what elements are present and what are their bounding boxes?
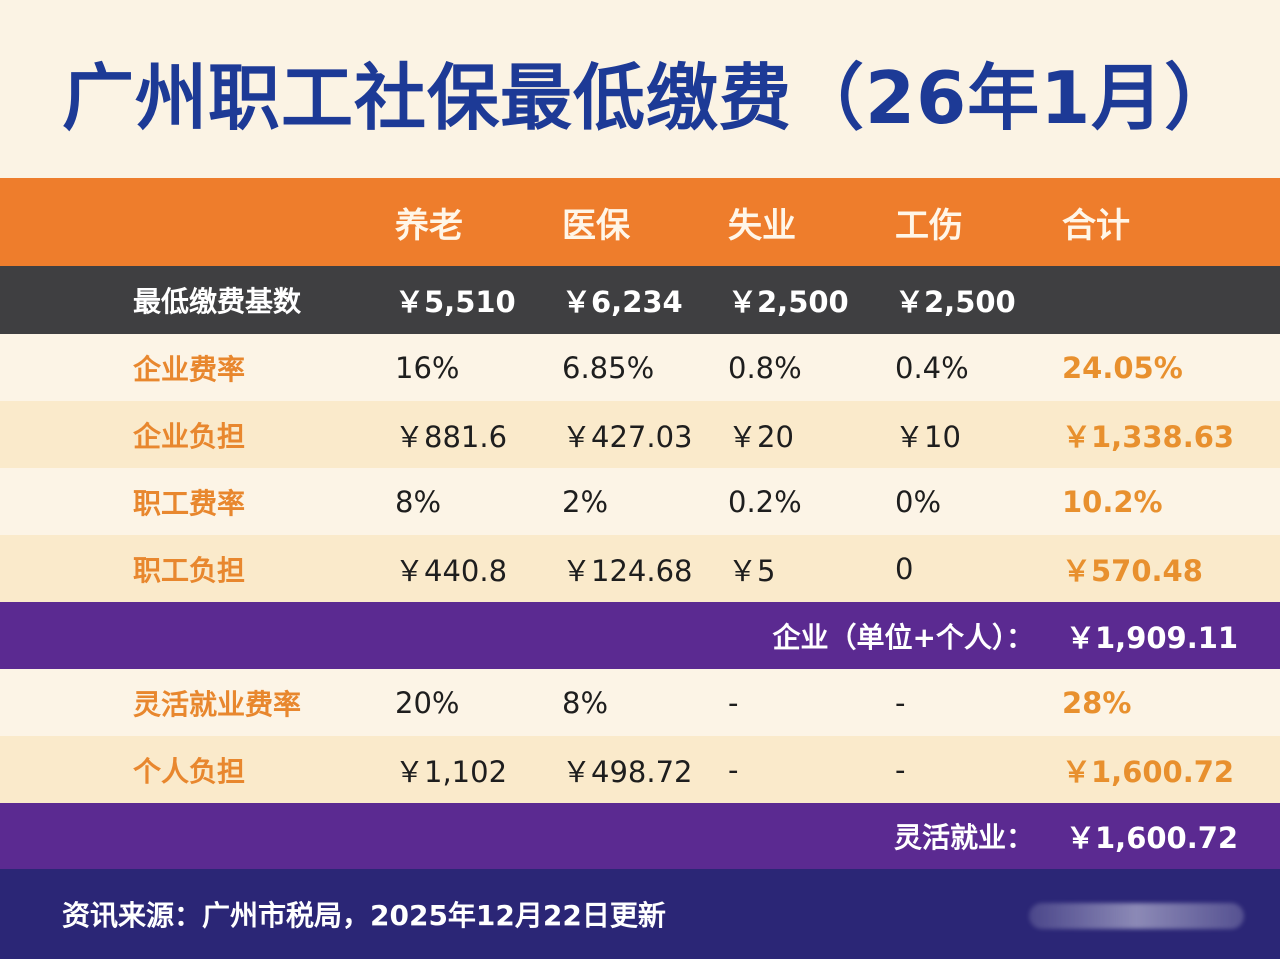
cell-unemployment: - (728, 752, 739, 787)
table-row: 企业费率 16% 6.85% 0.8% 0.4% 24.05% (0, 334, 1280, 401)
cell-pension: ￥440.8 (395, 553, 508, 588)
header-pension: 养老 (395, 205, 463, 246)
cell-medical: 6.85% (562, 350, 655, 385)
cell-medical: 2% (562, 484, 609, 519)
total-value: ￥1,600.72 (1066, 821, 1239, 855)
header-injury: 工伤 (895, 205, 963, 246)
total-value: ￥1,909.11 (1066, 620, 1239, 655)
total-row-flexible: 灵活就业： ￥1,600.72 (0, 803, 1280, 869)
cell-pension: ￥1,102 (395, 754, 508, 789)
total-label: 企业（单位+个人）： (772, 620, 1034, 654)
row-label: 个人负担 (133, 754, 246, 788)
total-row-enterprise: 企业（单位+个人）： ￥1,909.11 (0, 602, 1280, 669)
cell-injury: 0 (895, 551, 914, 586)
source-note: 资讯来源：广州市税局，2025年12月22日更新 (62, 899, 666, 932)
cell-total: 28% (1062, 685, 1132, 720)
total-label: 灵活就业： (893, 821, 1034, 854)
page-title: 广州职工社保最低缴费（26年1月） (62, 56, 1238, 140)
table-row: 灵活就业费率 20% 8% - - 28% (0, 669, 1280, 736)
cell-pension: ￥5,510 (395, 285, 516, 319)
cell-total: 10.2% (1062, 484, 1163, 519)
cell-injury: - (895, 685, 906, 720)
table-row: 职工费率 8% 2% 0.2% 0% 10.2% (0, 468, 1280, 535)
cell-medical: 8% (562, 685, 609, 720)
header-medical: 医保 (562, 205, 630, 246)
cell-total: ￥1,338.63 (1062, 419, 1235, 454)
row-label: 职工负担 (133, 553, 246, 587)
cell-unemployment: ￥2,500 (728, 285, 849, 319)
cell-injury: - (895, 752, 906, 787)
cell-pension: ￥881.6 (395, 419, 508, 454)
cell-medical: ￥124.68 (562, 553, 693, 588)
cell-unemployment: ￥5 (728, 553, 776, 588)
watermark (1029, 903, 1244, 929)
cell-medical: ￥6,234 (562, 285, 683, 319)
table-header: 养老 医保 失业 工伤 合计 (0, 178, 1280, 266)
table-row: 个人负担 ￥1,102 ￥498.72 - - ￥1,600.72 (0, 736, 1280, 803)
cell-unemployment: - (728, 685, 739, 720)
cell-medical: ￥427.03 (562, 419, 693, 454)
cell-unemployment: 0.2% (728, 484, 802, 519)
cell-medical: ￥498.72 (562, 754, 693, 789)
cell-pension: 8% (395, 484, 442, 519)
cell-injury: ￥10 (895, 419, 961, 454)
cell-unemployment: ￥20 (728, 419, 794, 454)
table-row: 企业负担 ￥881.6 ￥427.03 ￥20 ￥10 ￥1,338.63 (0, 401, 1280, 468)
cell-pension: 16% (395, 350, 460, 385)
cell-total: ￥1,600.72 (1062, 754, 1235, 789)
cell-injury: 0.4% (895, 350, 969, 385)
row-label: 最低缴费基数 (133, 285, 302, 318)
cell-unemployment: 0.8% (728, 350, 802, 385)
row-label: 企业费率 (133, 352, 246, 386)
row-label: 职工费率 (133, 486, 246, 520)
cell-total: 24.05% (1062, 350, 1183, 385)
table-row: 职工负担 ￥440.8 ￥124.68 ￥5 0 ￥570.48 (0, 535, 1280, 602)
cell-pension: 20% (395, 685, 460, 720)
cell-injury: 0% (895, 484, 942, 519)
cell-total: ￥570.48 (1062, 553, 1203, 588)
table-row-base: 最低缴费基数 ￥5,510 ￥6,234 ￥2,500 ￥2,500 (0, 266, 1280, 334)
cell-injury: ￥2,500 (895, 285, 1016, 319)
footer: 资讯来源：广州市税局，2025年12月22日更新 (0, 869, 1280, 959)
header-unemployment: 失业 (728, 205, 796, 246)
row-label: 灵活就业费率 (133, 687, 302, 721)
row-label: 企业负担 (133, 419, 246, 453)
header-total: 合计 (1062, 205, 1130, 246)
